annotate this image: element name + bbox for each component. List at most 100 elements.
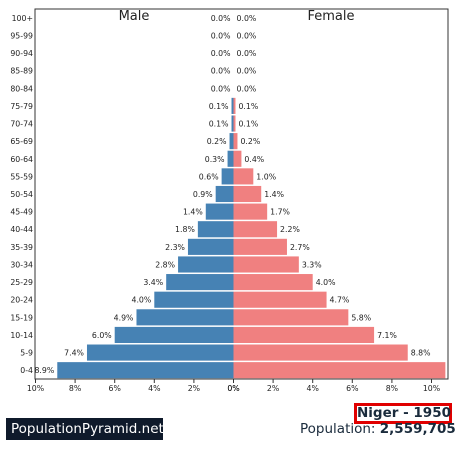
male-bar-5-9 xyxy=(86,344,234,361)
age-label: 20-24 xyxy=(10,296,33,305)
female-bar-20-24 xyxy=(233,291,327,308)
male-bar-35-39 xyxy=(187,238,234,255)
male-bar-45-49 xyxy=(205,203,234,220)
male-value-label: 1.4% xyxy=(183,208,203,217)
x-tick-label-right: 8% xyxy=(386,384,398,393)
female-title: Female xyxy=(307,9,354,24)
male-value-label: 2.3% xyxy=(165,243,185,252)
age-label: 65-69 xyxy=(10,137,33,146)
age-label: 75-79 xyxy=(10,102,33,111)
brand-logo[interactable]: PopulationPyramid.net xyxy=(6,418,164,440)
female-bar-50-54 xyxy=(233,185,262,203)
age-label: 40-44 xyxy=(10,225,33,234)
male-bar-15-19 xyxy=(136,309,234,326)
female-value-label: 0.0% xyxy=(237,49,257,58)
age-label: 55-59 xyxy=(10,172,33,181)
male-value-label: 0.2% xyxy=(207,137,227,146)
age-label: 95-99 xyxy=(10,31,33,40)
age-label: 45-49 xyxy=(10,208,33,217)
x-tick-label-left: 2% xyxy=(188,384,200,393)
age-label: 60-64 xyxy=(10,155,33,164)
male-value-label: 0.0% xyxy=(211,49,231,58)
female-value-label: 0.0% xyxy=(237,14,257,23)
female-value-label: 0.1% xyxy=(238,120,258,129)
male-value-label: 0.0% xyxy=(211,84,231,93)
female-value-label: 0.0% xyxy=(237,67,257,76)
age-label: 70-74 xyxy=(10,120,33,129)
male-bar-0-4 xyxy=(57,362,234,379)
female-bar-55-59 xyxy=(233,168,254,185)
male-value-label: 7.4% xyxy=(64,349,84,358)
x-tick-label-left: 4% xyxy=(148,384,160,393)
age-label: 5-9 xyxy=(20,349,33,358)
female-bar-30-34 xyxy=(233,256,299,273)
male-value-label: 2.8% xyxy=(155,260,175,269)
female-value-label: 1.7% xyxy=(270,208,290,217)
male-bar-50-54 xyxy=(215,185,234,203)
male-bar-75-79 xyxy=(231,97,234,114)
female-bar-15-19 xyxy=(233,309,349,326)
female-value-label: 1.4% xyxy=(264,190,284,199)
female-value-label: 4.7% xyxy=(330,296,350,305)
male-value-label: 0.6% xyxy=(199,172,219,181)
female-value-label: 0.0% xyxy=(237,31,257,40)
male-value-label: 8.9% xyxy=(34,366,54,375)
male-bar-40-44 xyxy=(197,221,234,238)
x-tick-label-left: 10% xyxy=(27,384,44,393)
female-value-label: 2.7% xyxy=(290,243,310,252)
age-label: 25-29 xyxy=(10,278,33,287)
age-label: 35-39 xyxy=(10,243,33,252)
female-value-label: 0.4% xyxy=(244,155,264,164)
male-value-label: 0.1% xyxy=(209,102,229,111)
age-label: 85-89 xyxy=(10,67,33,76)
male-value-label: 1.8% xyxy=(175,225,195,234)
age-label: 0-4 xyxy=(20,366,33,375)
male-bar-70-74 xyxy=(231,115,234,132)
x-tick-label-left: 6% xyxy=(109,384,121,393)
male-value-label: 4.9% xyxy=(114,313,134,322)
female-bar-25-29 xyxy=(233,274,313,291)
age-label: 10-14 xyxy=(10,331,33,340)
population-value: 2,559,705 xyxy=(379,421,456,437)
female-value-label: 0.2% xyxy=(240,137,260,146)
age-label: 50-54 xyxy=(10,190,33,199)
country-year-label: Niger - 1950 xyxy=(354,403,452,424)
male-bar-65-69 xyxy=(229,133,234,150)
male-value-label: 6.0% xyxy=(92,331,112,340)
female-value-label: 0.1% xyxy=(238,102,258,111)
age-label: 90-94 xyxy=(10,49,33,58)
female-value-label: 8.8% xyxy=(411,349,431,358)
male-bar-30-34 xyxy=(178,256,234,273)
plot-frame xyxy=(34,8,449,380)
female-bar-75-79 xyxy=(233,97,236,114)
male-bar-55-59 xyxy=(221,168,234,185)
male-value-label: 0.0% xyxy=(211,31,231,40)
male-bar-10-14 xyxy=(114,326,234,344)
age-label: 15-19 xyxy=(10,313,33,322)
male-value-label: 3.4% xyxy=(143,278,163,287)
x-tick-label-left: 0% xyxy=(227,384,239,393)
male-value-label: 0.0% xyxy=(211,67,231,76)
female-bar-10-14 xyxy=(233,326,375,344)
male-bar-60-64 xyxy=(227,150,234,167)
female-value-label: 5.8% xyxy=(351,313,371,322)
female-bar-70-74 xyxy=(233,115,236,132)
female-bar-35-39 xyxy=(233,238,287,255)
x-tick-label-right: 10% xyxy=(423,384,440,393)
female-bar-5-9 xyxy=(233,344,408,361)
population-label: Population: xyxy=(300,421,376,437)
female-value-label: 2.2% xyxy=(280,225,300,234)
x-tick-label-right: 4% xyxy=(307,384,319,393)
female-bar-45-49 xyxy=(233,203,268,220)
male-bar-20-24 xyxy=(154,291,234,308)
age-label: 30-34 xyxy=(10,260,33,269)
male-value-label: 0.9% xyxy=(193,190,213,199)
female-bar-60-64 xyxy=(233,150,242,167)
male-value-label: 0.0% xyxy=(211,14,231,23)
population-summary: Population: 2,559,705 xyxy=(300,421,456,437)
female-value-label: 4.0% xyxy=(316,278,336,287)
female-value-label: 7.1% xyxy=(377,331,397,340)
female-bar-0-4 xyxy=(233,362,446,379)
male-value-label: 0.3% xyxy=(205,155,225,164)
male-value-label: 0.1% xyxy=(209,120,229,129)
